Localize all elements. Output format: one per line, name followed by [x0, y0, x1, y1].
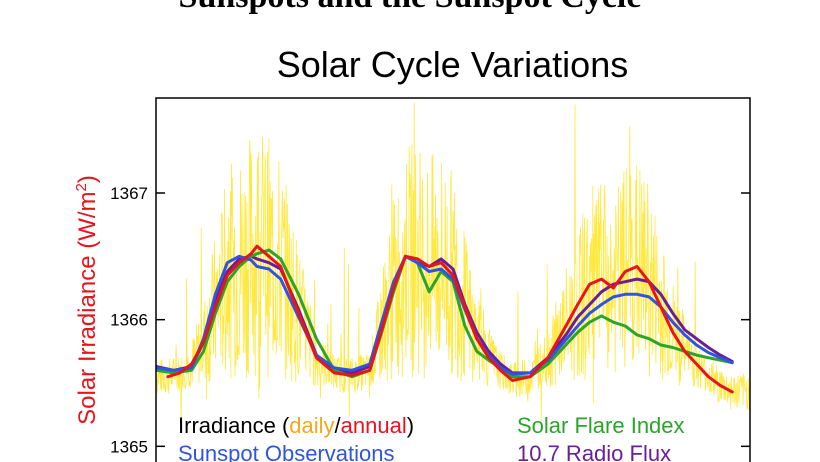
legend-irradiance-label: Irradiance ( [178, 413, 290, 438]
irradiance-daily-layer [156, 102, 750, 429]
radio-flux-line [156, 254, 734, 375]
series-layer [156, 244, 734, 394]
plot-frame [155, 97, 751, 462]
y-tick-label: 1367 [110, 184, 148, 203]
legend-daily: daily [289, 413, 334, 438]
legend-close-paren: ) [407, 413, 414, 438]
chart-title: Solar Cycle Variations [276, 44, 629, 85]
irradiance-daily-line [156, 102, 750, 429]
y-tick-label: 1365 [110, 437, 148, 456]
y-axis-label-prefix: Solar Irradiance (W/m [74, 191, 101, 424]
legend-annual: annual [341, 413, 407, 438]
y-axis-label-sup: 2 [73, 183, 90, 191]
y-axis-label-suffix: ) [74, 175, 101, 183]
y-tick-label: 1366 [110, 311, 148, 330]
irradiance-annual-line [166, 244, 734, 394]
page-header: Sunspots and the Sunspot Cycle [0, 0, 820, 16]
legend-sunspot-observations: Sunspot Observations [178, 441, 394, 462]
legend-slash: / [335, 413, 342, 438]
legend-irradiance: Irradiance (daily/annual) [178, 413, 414, 438]
y-axis-ticks: 1365 1366 1367 [110, 184, 750, 456]
legend-radio-flux: 10.7 Radio Flux [517, 441, 671, 462]
y-axis-label: Solar Irradiance (W/m2) [73, 175, 101, 425]
legend-solar-flare-index: Solar Flare Index [517, 413, 685, 438]
